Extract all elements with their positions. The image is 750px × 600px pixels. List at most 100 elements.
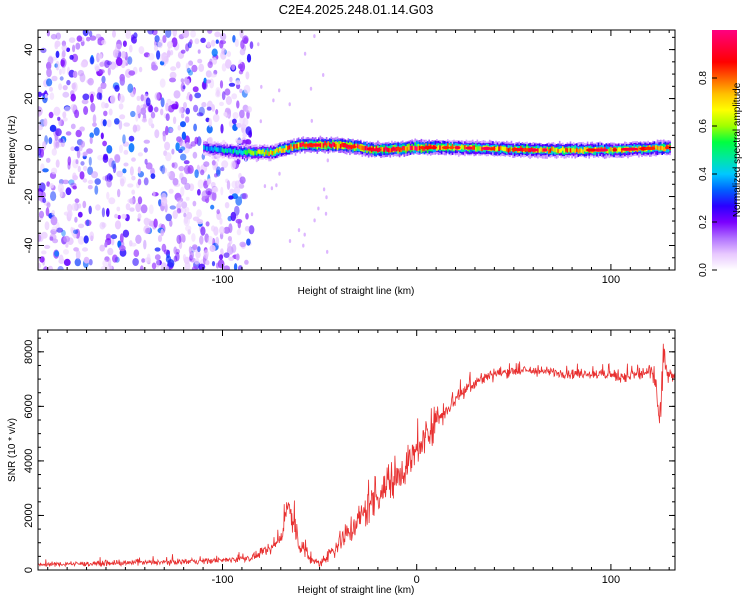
heatmap-noise-cell (259, 119, 262, 124)
heatmap-noise-cell (169, 77, 176, 83)
heatmap-noise-cell (272, 98, 275, 103)
heatmap-peak-cell (348, 145, 357, 149)
heatmap-signal-cell (203, 145, 205, 150)
heatmap-noise-cell (78, 223, 85, 229)
heatmap-signal-cell (215, 147, 218, 152)
heatmap-noise-cell (78, 144, 83, 152)
heatmap-noise-cell (324, 211, 328, 216)
heatmap-signal-cell (580, 148, 583, 153)
heatmap-signal-cell (566, 148, 569, 153)
heatmap-noise-cell (221, 47, 226, 55)
heatmap-noise-cell (65, 131, 72, 136)
heatmap-noise-cell (201, 101, 207, 108)
heatmap-noise-cell (176, 136, 182, 143)
heatmap-signal-cell (499, 145, 502, 151)
heatmap-noise-cell (180, 78, 185, 83)
heatmap-peak-cell (585, 148, 598, 152)
heatmap-noise-cell (147, 53, 155, 61)
heatmap-noise-cell (175, 142, 180, 152)
heatmap-noise-cell (125, 30, 131, 39)
heatmap-signal-cell (271, 150, 273, 156)
heatmap-noise-cell (230, 211, 237, 222)
heatmap-noise-cell (95, 33, 102, 39)
heatmap-noise-cell (54, 250, 60, 257)
heatmap-noise-cell (129, 207, 135, 212)
heatmap-signal-cell (338, 144, 340, 149)
heatmap-noise-cell (236, 139, 243, 144)
heatmap-noise-cell (167, 259, 175, 268)
heatmap-noise-cell (128, 135, 135, 142)
heatmap-noise-cell (72, 70, 78, 78)
heatmap-signal-cell (207, 146, 210, 151)
heatmap-noise-cell (137, 213, 142, 220)
heatmap-signal-cell (333, 142, 336, 147)
heatmap-noise-cell (231, 243, 237, 253)
heatmap-peak-cell (465, 146, 473, 150)
heatmap-signal-cell (269, 150, 272, 155)
heatmap-peak-cell (527, 148, 539, 152)
heatmap-peak-cell (449, 146, 455, 150)
heatmap-signal-cell (259, 149, 261, 154)
heatmap-noise-cell (70, 146, 76, 151)
heatmap-noise-cell (278, 171, 281, 176)
heatmap-noise-cell (180, 82, 186, 92)
heatmap-noise-cell (143, 52, 150, 58)
heatmap-noise-cell (55, 50, 60, 59)
heatmap-noise-cell (173, 246, 177, 255)
heatmap-signal-cell (328, 142, 331, 147)
heatmap-noise-cell (191, 265, 198, 270)
heatmap-noise-cell (234, 180, 240, 189)
heatmap-noise-cell (235, 196, 243, 206)
heatmap-noise-cell (216, 166, 221, 175)
heatmap-noise-cell (238, 179, 244, 185)
heatmap-signal-cell (282, 148, 284, 153)
heatmap-noise-cell (119, 233, 124, 243)
heatmap-noise-cell (225, 96, 232, 105)
heatmap-signal-cell (223, 149, 225, 154)
heatmap-noise-cell (167, 171, 171, 177)
heatmap-noise-cell (226, 51, 232, 57)
heatmap-noise-cell (260, 84, 263, 89)
heatmap-noise-cell (205, 188, 213, 196)
heatmap-noise-cell (172, 178, 179, 186)
heatmap-noise-cell (128, 143, 135, 153)
heatmap-noise-cell (194, 38, 200, 45)
heatmap-noise-cell (88, 205, 92, 215)
heatmap-noise-cell (154, 247, 161, 252)
heatmap-noise-cell (82, 200, 87, 209)
heatmap-noise-cell (216, 209, 220, 215)
heatmap-signal-cell (291, 146, 294, 151)
heatmap-noise-cell (200, 169, 205, 176)
heatmap-noise-cell (239, 241, 246, 248)
heatmap-noise-cell (156, 50, 161, 60)
heatmap-noise-cell (137, 166, 141, 174)
heatmap-noise-cell (70, 182, 77, 188)
heatmap-noise-cell (246, 238, 251, 246)
heatmap-noise-cell (240, 39, 245, 50)
heatmap-noise-cell (180, 121, 186, 128)
heatmap-noise-cell (71, 82, 76, 90)
heatmap-noise-cell (138, 46, 145, 55)
heatmap-signal-cell (262, 149, 264, 154)
heatmap-noise-cell (325, 195, 328, 200)
heatmap-noise-cell (192, 151, 198, 159)
heatmap-noise-cell (185, 225, 192, 232)
heatmap-signal-cell (277, 148, 280, 153)
heatmap-noise-cell (116, 206, 121, 212)
heatmap-noise-cell (178, 233, 186, 243)
heatmap-noise-cell (230, 160, 236, 170)
heatmap-noise-cell (137, 196, 143, 205)
heatmap-noise-cell (79, 171, 85, 180)
heatmap-signal-cell (206, 146, 208, 151)
heatmap-noise-cell (245, 213, 249, 220)
heatmap-noise-cell (235, 218, 243, 224)
heatmap-peak-cell (481, 146, 492, 151)
heatmap-signal-cell (358, 144, 360, 150)
heatmap-signal-cell (279, 147, 281, 152)
heatmap-noise-cell (198, 263, 206, 270)
heatmap-noise-cell (219, 40, 224, 49)
chart-title: C2E4.2025.248.01.14.G03 (279, 2, 434, 17)
heatmap-noise-cell (57, 266, 64, 270)
heatmap-noise-cell (188, 70, 193, 76)
heatmap-peak-cell (542, 148, 548, 152)
